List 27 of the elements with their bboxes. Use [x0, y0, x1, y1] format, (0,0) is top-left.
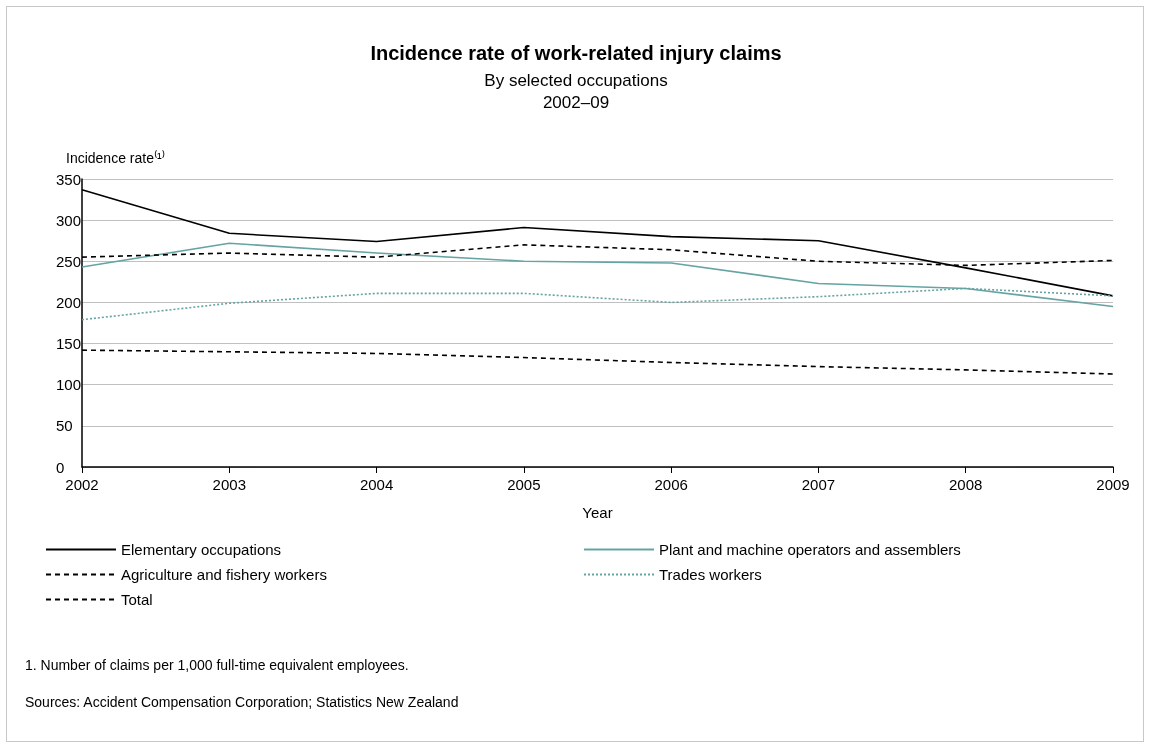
y-tick-label: 300 [56, 211, 82, 229]
y-tick-label: 350 [56, 170, 82, 188]
y-tick-label: 150 [56, 335, 82, 353]
x-tick-label: 2009 [1096, 476, 1130, 493]
text: 1. Number of claims per 1,000 full-time equivalent employees. [25, 657, 409, 673]
x-tick-label: 2002 [65, 476, 99, 493]
x-axis-title: Year [582, 504, 613, 521]
x-tick-label: 2008 [949, 476, 983, 493]
legend-label: Agriculture and fishery workers [121, 566, 327, 583]
legend-label: Elementary occupations [121, 541, 282, 558]
x-tick-label: 2005 [507, 476, 541, 493]
y-axis-title: Incidence rate⁽¹⁾ [66, 150, 165, 166]
x-tick-label: 2006 [654, 476, 688, 493]
y-tick-label: 50 [56, 417, 73, 435]
y-tick-label: 200 [56, 293, 82, 311]
legend-label: Total [121, 591, 153, 608]
x-tick-label: 2003 [212, 476, 246, 493]
y-tick-label: 250 [56, 252, 82, 270]
chart-title: Incidence rate of work-related injury claims [370, 42, 782, 64]
y-tick-label: 0 [56, 458, 65, 476]
source-note: Sources: Accident Compensation Corporation; Statistics New Zealand [25, 694, 459, 710]
x-tick-label: 2007 [801, 476, 836, 493]
legend-label: Plant and machine operators and assemblers [659, 541, 961, 558]
x-tick-label: 2004 [359, 476, 394, 493]
chart-subtitle: By selected occupations 2002–09 [484, 70, 668, 112]
legend-label: Trades workers [659, 566, 762, 583]
y-tick-label: 100 [56, 376, 82, 394]
